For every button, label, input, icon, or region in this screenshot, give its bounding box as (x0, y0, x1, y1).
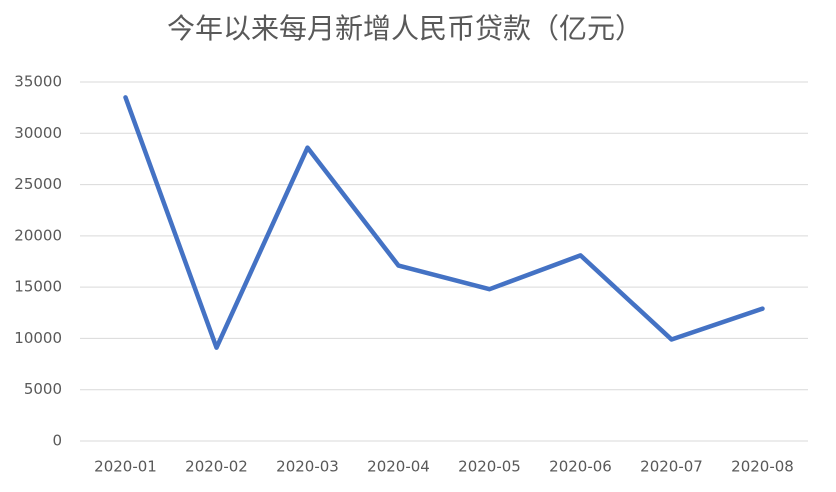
x-tick-label: 2020-01 (94, 458, 157, 476)
y-tick-label: 0 (52, 432, 62, 450)
x-tick-label: 2020-03 (276, 458, 339, 476)
chart-title: 今年以来每月新增人民币贷款（亿元） (167, 12, 643, 45)
data-line (123, 95, 765, 350)
x-tick-label: 2020-04 (367, 458, 430, 476)
x-tick-label: 2020-06 (549, 458, 612, 476)
y-tick-label: 25000 (14, 175, 62, 193)
y-tick-label: 30000 (14, 124, 62, 142)
x-tick-label: 2020-07 (640, 458, 703, 476)
y-tick-label: 5000 (24, 380, 62, 398)
y-tick-label: 10000 (14, 329, 62, 347)
x-tick-label: 2020-05 (458, 458, 521, 476)
y-tick-label: 15000 (14, 278, 62, 296)
y-tick-label: 35000 (14, 73, 62, 91)
x-tick-label: 2020-02 (185, 458, 248, 476)
y-tick-label: 20000 (14, 226, 62, 244)
x-tick-label: 2020-08 (731, 458, 794, 476)
